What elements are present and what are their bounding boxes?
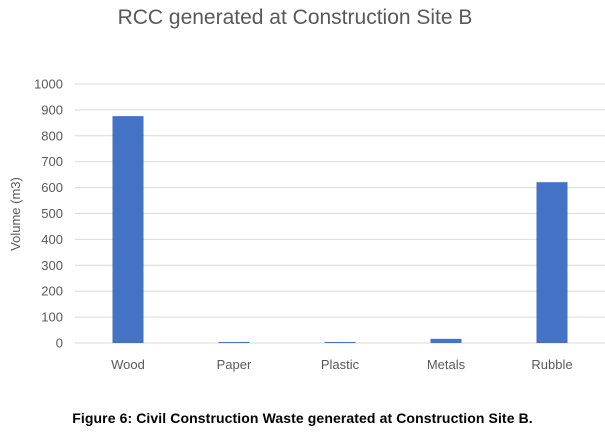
y-tick-label: 0	[56, 336, 63, 351]
y-tick-labels: 0 100 200 300 400 500 600 700 800 900 1000	[34, 77, 63, 351]
bar-metals	[430, 338, 462, 343]
y-tick-label: 100	[41, 310, 63, 325]
y-tick-label: 1000	[34, 77, 63, 92]
x-tick-label: Metals	[427, 357, 466, 372]
bar-chart-svg: RCC generated at Construction Site B Vol…	[8, 6, 605, 372]
x-tick-label: Wood	[111, 357, 145, 372]
x-tick-label: Paper	[217, 357, 252, 372]
y-tick-label: 700	[41, 154, 63, 169]
y-tick-label: 300	[41, 258, 63, 273]
bar-rubble	[536, 182, 568, 343]
gridlines	[75, 83, 605, 344]
y-tick-label: 900	[41, 102, 63, 117]
y-tick-label: 800	[41, 128, 63, 143]
figure-caption: Figure 6: Civil Construction Waste gener…	[72, 410, 533, 426]
bar-paper	[218, 341, 250, 343]
x-tick-label: Rubble	[531, 357, 572, 372]
bar-wood	[112, 116, 144, 343]
x-tick-label: Plastic	[321, 357, 360, 372]
y-tick-label: 400	[41, 232, 63, 247]
y-tick-label: 500	[41, 206, 63, 221]
y-tick-label: 600	[41, 180, 63, 195]
y-axis-label: Volume (m3)	[8, 177, 23, 251]
y-tick-label: 200	[41, 284, 63, 299]
bar-plastic	[324, 341, 356, 343]
x-tick-labels: Wood Paper Plastic Metals Rubble	[111, 357, 572, 372]
bars	[112, 116, 568, 343]
chart: RCC generated at Construction Site B Vol…	[8, 6, 605, 372]
chart-title: RCC generated at Construction Site B	[118, 6, 473, 29]
